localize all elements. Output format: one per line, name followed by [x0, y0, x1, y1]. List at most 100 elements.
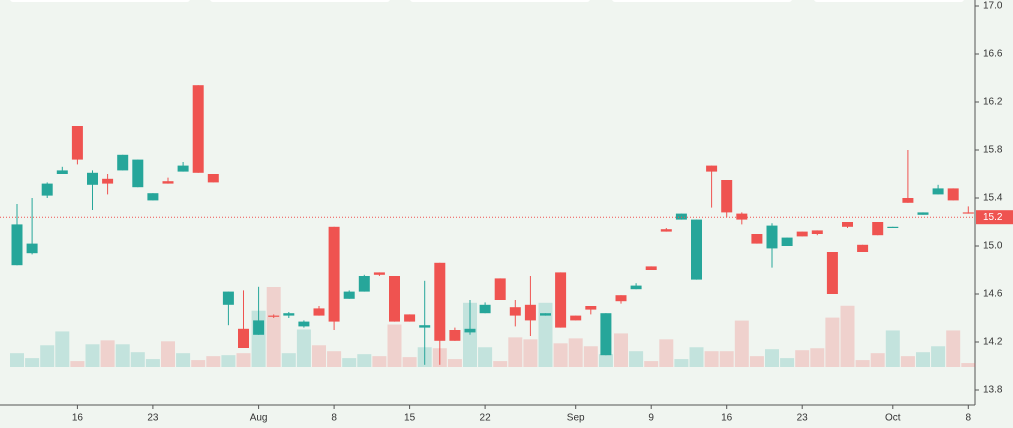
y-tick-label: 16.2 — [983, 97, 1003, 108]
candle-body — [600, 313, 612, 356]
volume-bar — [946, 330, 961, 367]
volume-bar — [523, 339, 538, 367]
volume-bar — [161, 341, 175, 367]
candle-body — [781, 237, 793, 246]
candle-body — [328, 226, 340, 322]
candle-body — [419, 325, 431, 328]
volume-bar — [372, 356, 387, 367]
volume-bar — [115, 344, 130, 367]
volume-bar — [463, 302, 477, 367]
volume-bar — [206, 356, 221, 367]
volume-bar — [100, 340, 115, 367]
candle-body — [222, 291, 234, 305]
volume-bar — [825, 317, 840, 367]
volume-bar — [281, 353, 296, 367]
volume-bar — [719, 351, 734, 367]
candle-body — [540, 313, 551, 316]
x-tick-label: Aug — [250, 413, 268, 424]
volume-bar — [538, 302, 553, 367]
x-tick-label: 23 — [797, 413, 809, 424]
candle-body — [751, 234, 763, 244]
volume-bar — [387, 324, 402, 367]
candle-body — [238, 328, 249, 348]
candle-body — [766, 225, 778, 249]
y-tick-label: 16.6 — [983, 49, 1003, 60]
candle-body — [660, 229, 672, 232]
volume-bar — [749, 356, 764, 367]
y-tick-label: 15.0 — [983, 241, 1003, 252]
candle-body — [706, 165, 718, 172]
candle-body — [494, 278, 506, 300]
candle-body — [102, 178, 114, 184]
candle-body — [404, 314, 416, 322]
candle-body — [932, 188, 944, 195]
volume-bar — [357, 354, 372, 367]
x-tick-label: Sep — [567, 413, 585, 424]
volume-bar — [478, 347, 493, 367]
candle-body — [796, 231, 808, 237]
top-tab — [210, 0, 390, 2]
y-tick-label: 14.6 — [983, 289, 1003, 300]
candle-body — [283, 313, 295, 316]
volume-bar — [659, 339, 674, 367]
volume-bar — [70, 361, 85, 367]
x-tick-label: 8 — [331, 413, 337, 424]
volume-bar — [312, 345, 326, 367]
candle-body — [811, 230, 823, 234]
candle-body — [509, 307, 521, 316]
candle-body — [313, 308, 325, 316]
top-tab — [612, 0, 792, 2]
volume-bar — [447, 359, 462, 367]
volume-bar — [40, 345, 55, 367]
volume-bar — [342, 358, 357, 367]
volume-bar — [327, 351, 342, 367]
x-tick-label: 15 — [404, 413, 416, 424]
volume-bar — [221, 355, 236, 367]
volume-bar — [734, 320, 749, 367]
candle-body — [56, 170, 68, 174]
x-tick-label: 16 — [72, 413, 84, 424]
candle-body — [902, 198, 914, 203]
volume-bar — [296, 329, 311, 367]
volume-bar — [236, 353, 251, 367]
y-tick-label: 14.2 — [983, 337, 1003, 348]
candle-body — [192, 85, 204, 173]
candle-body — [479, 304, 491, 314]
candle-body — [87, 172, 98, 185]
top-tab — [10, 0, 190, 2]
volume-bar — [629, 351, 644, 367]
candle-body — [630, 285, 642, 290]
volume-bar — [614, 333, 628, 367]
volume-bar — [10, 353, 24, 367]
candle-body — [11, 224, 23, 266]
volume-bar — [704, 351, 719, 367]
candle-body — [857, 244, 869, 252]
volume-bar — [85, 344, 100, 367]
candle-body — [872, 222, 884, 236]
y-tick-label: 15.4 — [983, 193, 1003, 204]
candle-body — [162, 181, 174, 184]
volume-bar — [493, 361, 508, 367]
candle-body — [585, 306, 597, 310]
volume-bar — [191, 360, 206, 367]
volume-bar — [266, 287, 281, 367]
last-price-label: 15.2 — [983, 212, 1003, 223]
volume-bar — [870, 353, 885, 367]
x-tick-label: 8 — [966, 413, 972, 424]
volume-bar — [765, 349, 779, 367]
candle-body — [41, 183, 53, 196]
candle-body — [917, 212, 929, 215]
volume-bar — [402, 357, 417, 367]
candle-body — [343, 291, 355, 299]
candle-body — [887, 226, 899, 228]
volume-bar — [961, 363, 976, 367]
candle-body — [826, 252, 838, 294]
candle-body — [207, 174, 219, 183]
volume-bar — [795, 350, 810, 367]
top-tab — [814, 0, 964, 2]
x-tick-label: 16 — [721, 413, 733, 424]
volume-bar — [568, 338, 583, 367]
candle-body — [298, 321, 310, 327]
volume-bar — [916, 352, 930, 367]
